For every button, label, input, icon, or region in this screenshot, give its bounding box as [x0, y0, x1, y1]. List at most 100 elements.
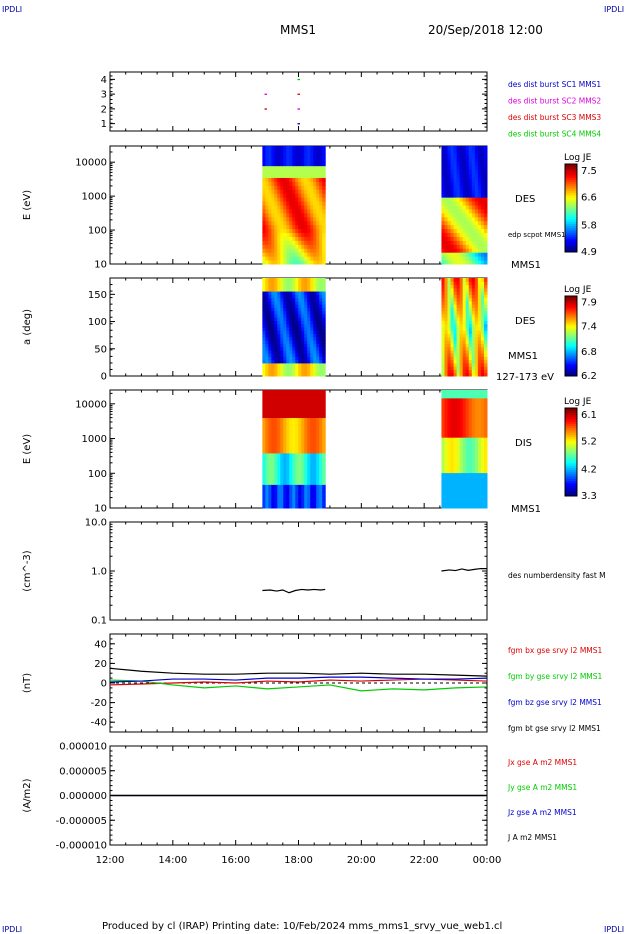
heatmap-cell	[289, 336, 293, 341]
heatmap-cell	[292, 449, 296, 454]
heatmap-cell	[298, 320, 302, 325]
heatmap-cell	[283, 181, 287, 186]
heatmap-cell	[319, 216, 323, 222]
heatmap-cell	[283, 149, 287, 155]
heatmap-cell	[289, 216, 293, 222]
heatmap-cell	[286, 397, 290, 403]
heatmap-cell	[477, 437, 482, 442]
heatmap-cell	[462, 193, 467, 198]
heatmap-cell	[262, 284, 266, 289]
heatmap-cell	[453, 146, 458, 151]
heatmap-cell	[447, 284, 452, 289]
heatmap-cell	[307, 220, 311, 226]
heatmap-cell	[277, 343, 281, 348]
heatmap-cell	[483, 449, 488, 454]
heatmap-cell	[471, 346, 476, 351]
heatmap-cell	[295, 244, 299, 249]
heatmap-cell	[474, 393, 479, 399]
heatmap-cell	[262, 208, 266, 214]
heatmap-cell	[450, 149, 455, 155]
heatmap-cell	[459, 359, 464, 364]
heatmap-cell	[268, 256, 272, 261]
heatmap-cell	[319, 173, 323, 178]
heatmap-cell	[322, 327, 326, 331]
heatmap-cell	[468, 173, 473, 178]
heatmap-cell	[283, 349, 287, 354]
heatmap-cell	[292, 291, 296, 295]
heatmap-cell	[483, 468, 488, 474]
heatmap-cell	[483, 157, 488, 163]
heatmap-cell	[322, 165, 326, 171]
colorbar-cell	[565, 346, 577, 349]
heatmap-cell	[453, 300, 458, 305]
heatmap-cell	[283, 304, 287, 308]
heatmap-cell	[277, 441, 281, 446]
heatmap-cell	[298, 472, 302, 478]
legend-entry: Jz gse A m2 MMS1	[507, 808, 577, 817]
heatmap-cell	[456, 397, 461, 403]
heatmap-cell	[307, 236, 311, 241]
heatmap-cell	[280, 189, 284, 194]
heatmap-cell	[444, 228, 449, 234]
heatmap-cell	[444, 256, 449, 261]
heatmap-cell	[265, 349, 269, 354]
heatmap-cell	[480, 405, 485, 411]
heatmap-cell	[477, 333, 482, 338]
colorbar-cell	[565, 342, 577, 345]
heatmap-cell	[268, 353, 272, 357]
heatmap-cell	[286, 343, 290, 348]
heatmap-cell	[453, 185, 458, 190]
heatmap-cell	[450, 197, 455, 202]
colorbar-cell	[565, 487, 577, 490]
colorbar-cell	[565, 443, 577, 446]
heatmap-cell	[298, 181, 302, 186]
heatmap-cell	[465, 500, 470, 505]
heatmap-cell	[295, 393, 299, 399]
heatmap-cell	[471, 343, 476, 348]
heatmap-cell	[319, 248, 323, 253]
heatmap-cell	[265, 333, 269, 338]
heatmap-cell	[262, 220, 266, 226]
heatmap-cell	[468, 333, 473, 338]
heatmap-cell	[277, 153, 281, 159]
heatmap-cell	[471, 472, 476, 478]
heatmap-cell	[265, 232, 269, 237]
heatmap-cell	[295, 313, 299, 318]
heatmap-cell	[465, 193, 470, 198]
heatmap-cell	[286, 224, 290, 230]
colorbar-tick-label: 6.6	[581, 192, 597, 203]
heatmap-cell	[316, 460, 320, 466]
heatmap-cell	[471, 460, 476, 466]
heatmap-cell	[280, 240, 284, 245]
heatmap-cell	[477, 421, 482, 426]
heatmap-cell	[471, 153, 476, 159]
heatmap-cell	[280, 161, 284, 167]
heatmap-cell	[265, 330, 269, 335]
heatmap-cell	[322, 425, 326, 430]
heatmap-cell	[310, 425, 314, 430]
heatmap-cell	[310, 464, 314, 470]
heatmap-cell	[307, 201, 311, 206]
heatmap-cell	[295, 157, 299, 163]
heatmap-cell	[483, 488, 488, 493]
heatmap-cell	[307, 484, 311, 489]
colorbar-cell	[565, 314, 577, 317]
heatmap-cell	[468, 468, 473, 474]
heatmap-cell	[453, 460, 458, 466]
heatmap-cell	[289, 173, 293, 178]
heatmap-cell	[462, 356, 467, 361]
heatmap-cell	[316, 445, 320, 450]
heatmap-cell	[322, 480, 326, 485]
colorbar-cell	[565, 410, 577, 413]
y-axis-label: a (deg)	[22, 309, 33, 345]
heatmap-cell	[477, 149, 482, 155]
heatmap-cell	[316, 173, 320, 178]
heatmap-cell	[295, 310, 299, 315]
heatmap-cell	[295, 248, 299, 253]
heatmap-cell	[480, 356, 485, 361]
heatmap-cell	[456, 349, 461, 354]
heatmap-cell	[480, 236, 485, 241]
heatmap-cell	[292, 317, 296, 321]
heatmap-cell	[304, 165, 308, 171]
heatmap-cell	[322, 185, 326, 190]
